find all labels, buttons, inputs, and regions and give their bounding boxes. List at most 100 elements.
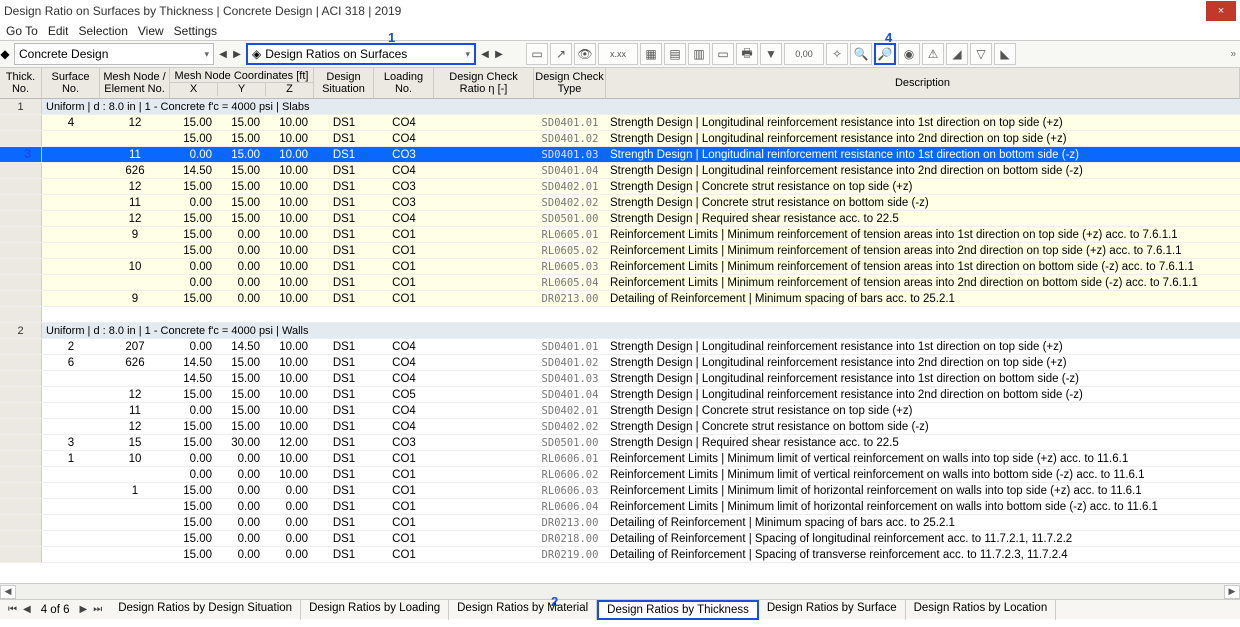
table-row[interactable]: 62614.5015.0010.00DS1CO40.682✔SD0401.04S… — [0, 163, 1240, 179]
tab-design-ratios-by-location[interactable]: Design Ratios by Location — [906, 600, 1057, 620]
page-indicator: 4 of 6 — [35, 604, 76, 616]
cell-description: Detailing of Reinforcement | Spacing of … — [606, 549, 1240, 561]
menu-edit[interactable]: Edit — [48, 24, 69, 38]
palette-icon[interactable]: ◉ — [898, 43, 920, 65]
table-row[interactable]: 15.000.000.00DS1CO10.167✔DR0213.00Detail… — [0, 515, 1240, 531]
col-thick[interactable]: Thick.No. — [0, 68, 42, 98]
table-row[interactable]: 662614.5015.0010.00DS1CO41.679❗SD0401.02… — [0, 355, 1240, 371]
view-icon[interactable]: 👁 — [574, 43, 596, 65]
tab-design-ratios-by-material[interactable]: Design Ratios by Material — [449, 600, 597, 620]
table-row[interactable]: 110.0015.0010.00DS1CO30.416✔SD0401.03Str… — [0, 147, 1240, 163]
wand-icon[interactable]: ✧ — [826, 43, 848, 65]
table-row[interactable]: 14.5015.0010.00DS1CO42.136❗SD0401.03Stre… — [0, 371, 1240, 387]
scroll-right-button[interactable]: ▶ — [1224, 585, 1240, 599]
page-icon[interactable]: ▭ — [712, 43, 734, 65]
last-page-button[interactable]: ⏭ — [91, 604, 104, 615]
first-page-button[interactable]: ⏮ — [6, 604, 19, 615]
result-type-dropdown[interactable]: ◈ Design Ratios on Surfaces ▾ — [246, 43, 476, 65]
cell-type: SD0401.04 — [534, 165, 606, 177]
decimal-icon[interactable]: 0,00 — [784, 43, 824, 65]
table-row[interactable]: 0.000.0010.00DS1CO10.790✔RL0606.02Reinfo… — [0, 467, 1240, 483]
table-row[interactable]: 15.000.000.00DS1CO10.632✔RL0606.04Reinfo… — [0, 499, 1240, 515]
tab-design-ratios-by-loading[interactable]: Design Ratios by Loading — [301, 600, 449, 620]
cell-z: 10.00 — [266, 261, 314, 273]
print-icon[interactable]: 🖶 — [736, 43, 758, 65]
zoom-icon[interactable]: 🔍 — [850, 43, 872, 65]
table-row[interactable]: 915.000.0010.00DS1CO10.167✔DR0213.00Deta… — [0, 291, 1240, 307]
menu-settings[interactable]: Settings — [174, 24, 217, 38]
menu-go-to[interactable]: Go To — [6, 24, 38, 38]
col-check-type[interactable]: Design CheckType — [534, 68, 606, 98]
table-row[interactable]: 15.000.0010.00DS1CO10.594✔RL0605.02Reinf… — [0, 243, 1240, 259]
col-node[interactable]: Mesh Node /Element No. — [100, 68, 170, 98]
table-row[interactable]: 1215.0015.0010.00DS1CO51.397❗SD0401.04St… — [0, 387, 1240, 403]
table1-icon[interactable]: ▦ — [640, 43, 662, 65]
horizontal-scrollbar[interactable]: ◀ ▶ — [0, 583, 1240, 599]
scroll-left-button[interactable]: ◀ — [0, 585, 16, 599]
tab-design-ratios-by-design-situation[interactable]: Design Ratios by Design Situation — [110, 600, 301, 620]
cell-type: SD0401.02 — [534, 357, 606, 369]
table-row[interactable]: 15.000.000.00DS1CO10.333✔DR0219.00Detail… — [0, 547, 1240, 563]
cell-thick — [0, 163, 42, 178]
next-page-button[interactable]: ▶ — [77, 604, 89, 615]
pick-icon[interactable]: ↗ — [550, 43, 572, 65]
cell-x: 0.00 — [170, 149, 218, 161]
table-row[interactable]: 1215.0015.0010.00DS1CO417.344❗SD0501.00S… — [0, 211, 1240, 227]
table-row[interactable]: 1100.000.0010.00DS1CO10.790✔RL0606.01Rei… — [0, 451, 1240, 467]
cell-type: SD0401.02 — [534, 133, 606, 145]
table-row[interactable]: 1215.0015.0010.00DS1CO40.300✔SD0402.02St… — [0, 419, 1240, 435]
cell-y: 0.00 — [218, 485, 266, 497]
col-situation[interactable]: DesignSituation — [314, 68, 374, 98]
table-row[interactable]: 110.0015.0010.00DS1CO40.183✔SD0402.01Str… — [0, 403, 1240, 419]
table-row[interactable]: 110.0015.0010.00DS1CO30.137✔SD0402.02Str… — [0, 195, 1240, 211]
table-row[interactable]: 15.000.000.00DS1CO10.333✔DR0218.00Detail… — [0, 531, 1240, 547]
col-description[interactable]: Description — [606, 68, 1240, 98]
prev-result-button[interactable]: ◀ — [478, 43, 492, 65]
col-ratio[interactable]: Design CheckRatio η [-] — [434, 68, 534, 98]
table2-icon[interactable]: ▤ — [664, 43, 686, 65]
shape1-icon[interactable]: ◢ — [946, 43, 968, 65]
col-coordinates[interactable]: Mesh Node Coordinates [ft] XYZ — [170, 68, 314, 98]
col-loading[interactable]: LoadingNo. — [374, 68, 434, 98]
col-surface[interactable]: SurfaceNo. — [42, 68, 100, 98]
menu-selection[interactable]: Selection — [79, 24, 128, 38]
caret-icon: ▾ — [204, 49, 209, 60]
close-button[interactable]: × — [1206, 1, 1236, 21]
table-row[interactable]: 15.0015.0010.00DS1CO41.505❗SD0401.02Stre… — [0, 131, 1240, 147]
menubar: Go To Edit Selection View Settings — [0, 22, 1240, 40]
select-icon[interactable]: ▭ — [526, 43, 548, 65]
cell-y: 15.00 — [218, 181, 266, 193]
prev-page-button[interactable]: ◀ — [21, 604, 33, 615]
filter-icon[interactable]: ▼ — [760, 43, 782, 65]
format-icon[interactable]: x.xx — [598, 43, 638, 65]
cell-node: 11 — [100, 197, 170, 209]
warn-icon[interactable]: ⚠ — [922, 43, 944, 65]
more-icon[interactable]: » — [1230, 49, 1236, 60]
table-row[interactable]: 115.000.000.00DS1CO10.632✔RL0606.03Reinf… — [0, 483, 1240, 499]
table-row[interactable]: 0.000.0010.00DS1CO10.594✔RL0605.04Reinfo… — [0, 275, 1240, 291]
table-row[interactable]: 915.000.0010.00DS1CO10.440✔RL0605.01Rein… — [0, 227, 1240, 243]
table-row[interactable]: 41215.0015.0010.00DS1CO41.160❗SD0401.01S… — [0, 115, 1240, 131]
table-row[interactable]: 100.000.0010.00DS1CO10.440✔RL0605.03Rein… — [0, 259, 1240, 275]
menu-view[interactable]: View — [138, 24, 164, 38]
cell-z: 10.00 — [266, 133, 314, 145]
cell-situation: DS1 — [314, 485, 374, 497]
cell-situation: DS1 — [314, 533, 374, 545]
section-header[interactable]: 1Uniform | d : 8.0 in | 1 - Concrete f'c… — [0, 99, 1240, 115]
prev-design-button[interactable]: ◀ — [216, 43, 230, 65]
table-row[interactable]: 22070.0014.5010.00DS1CO40.785✔SD0401.01S… — [0, 339, 1240, 355]
next-result-button[interactable]: ▶ — [492, 43, 506, 65]
next-design-button[interactable]: ▶ — [230, 43, 244, 65]
section-header[interactable]: 2Uniform | d : 8.0 in | 1 - Concrete f'c… — [0, 323, 1240, 339]
cell-z: 0.00 — [266, 549, 314, 561]
tab-design-ratios-by-thickness[interactable]: Design Ratios by Thickness — [597, 600, 759, 620]
table-row[interactable]: 1215.0015.0010.00DS1CO30.168✔SD0402.01St… — [0, 179, 1240, 195]
grid-icon[interactable]: ▥ — [688, 43, 710, 65]
shape2-icon[interactable]: ▽ — [970, 43, 992, 65]
table-row[interactable]: 31515.0030.0012.00DS1CO31.425❗SD0501.00S… — [0, 435, 1240, 451]
tab-design-ratios-by-surface[interactable]: Design Ratios by Surface — [759, 600, 906, 620]
design-type-dropdown[interactable]: Concrete Design ▾ — [14, 43, 214, 65]
table-body[interactable]: 1Uniform | d : 8.0 in | 1 - Concrete f'c… — [0, 99, 1240, 583]
shape3-icon[interactable]: ◣ — [994, 43, 1016, 65]
zoomfit-icon[interactable]: 🔎 — [874, 43, 896, 65]
